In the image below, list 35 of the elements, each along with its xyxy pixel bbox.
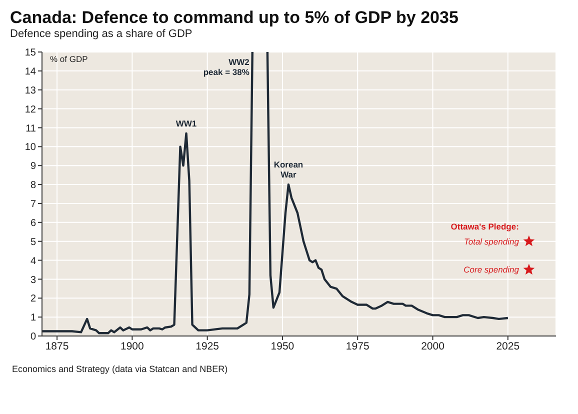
annotation: peak = 38% [203, 67, 250, 77]
y-tick-label: 12 [24, 104, 36, 116]
annotation: Ottawa's Pledge: [450, 221, 520, 232]
annotation: Core spending [464, 264, 520, 275]
y-tick-label: 15 [24, 48, 36, 59]
y-tick-label: 10 [24, 142, 36, 154]
y-tick-label: 14 [24, 66, 36, 78]
y-tick-label: 11 [26, 123, 36, 134]
y-tick-label: 9 [30, 161, 36, 172]
annotation: War [280, 170, 298, 180]
x-tick-label: 1925 [196, 340, 220, 352]
x-tick-label: 1875 [45, 340, 69, 352]
y-axis-title: % of GDP [50, 54, 88, 64]
text: Economics and Strategy (data via Statcan and NBER) [12, 364, 229, 374]
x-tick-label: 1950 [270, 340, 294, 352]
y-tick-label: 4 [30, 256, 36, 267]
y-tick-label: 2 [30, 294, 36, 305]
annotation: WW1 [176, 118, 197, 128]
y-tick-label: 5 [30, 236, 36, 248]
y-tick-label: 6 [30, 218, 36, 229]
y-tick-label: 1 [30, 312, 36, 324]
x-tick-label: 2025 [496, 340, 520, 352]
y-tick-label: 7 [30, 199, 36, 210]
x-tick-label: 1975 [346, 340, 370, 352]
x-tick-label: 2000 [421, 340, 445, 352]
y-tick-label: 0 [30, 332, 36, 343]
annotation: Total spending [464, 236, 520, 246]
chart-subtitle: Defence spending as a share of GDP [10, 28, 194, 40]
annotation: Korean [274, 160, 304, 170]
y-tick-label: 13 [24, 85, 36, 96]
annotation: WW2 [228, 57, 250, 67]
chart-title: Canada: Defence to command up to 5% of GDP by 2035 [10, 8, 460, 28]
y-tick-label: 8 [30, 180, 36, 192]
y-tick-label: 3 [30, 274, 36, 286]
x-tick-label: 1900 [120, 340, 144, 352]
